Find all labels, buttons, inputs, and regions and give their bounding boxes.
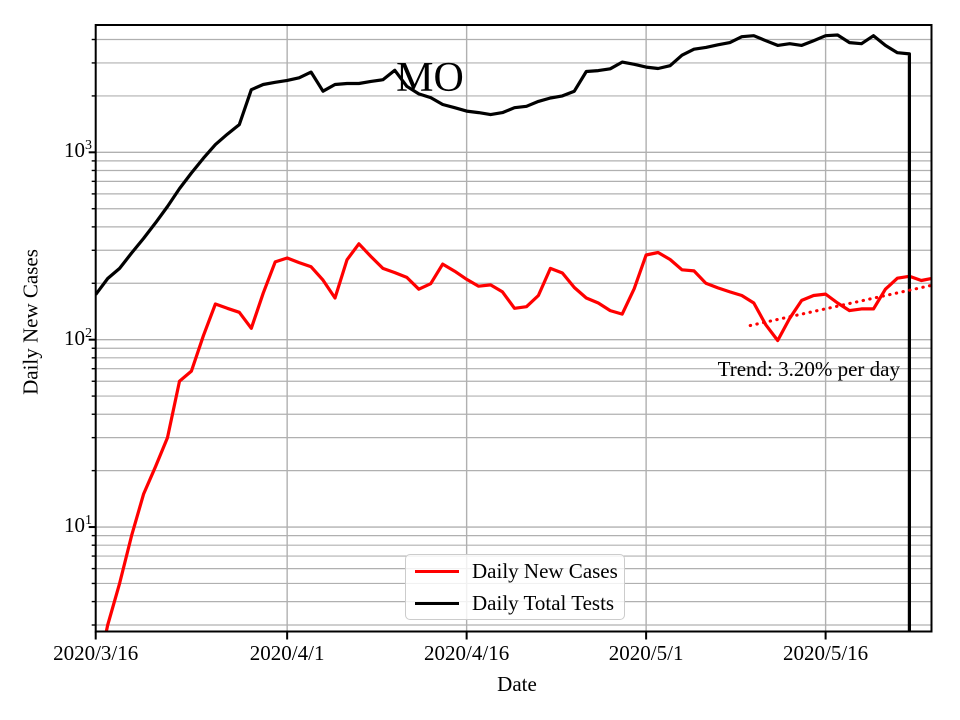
legend-line-sample-red [415, 569, 459, 573]
y-tick-label: 101 [64, 513, 92, 538]
chart-title: MO [396, 55, 464, 101]
y-tick-label: 103 [64, 138, 92, 163]
legend-line-sample-black [415, 601, 459, 605]
x-tick-label: 2020/3/16 [53, 641, 139, 665]
x-tick-label: 2020/5/16 [783, 641, 869, 665]
trend-annotation: Trend: 3.20% per day [717, 357, 900, 381]
legend-label: Daily Total Tests [472, 590, 615, 615]
legend-item-daily-total-tests: Daily Total Tests [406, 590, 624, 616]
axes-frame [94, 24, 933, 633]
y-tick-label: 102 [64, 325, 92, 350]
series-line-daily-total-tests [95, 33, 911, 632]
x-tick-label: 2020/4/1 [249, 641, 325, 665]
legend: Daily New Cases Daily Total Tests [405, 554, 625, 620]
y-axis-label: Daily New Cases [18, 249, 43, 395]
legend-item-daily-new-cases: Daily New Cases [406, 558, 624, 584]
x-axis-label: Date [497, 672, 537, 696]
series-line-daily-new-cases [104, 242, 932, 632]
x-tick-label: 2020/5/1 [608, 641, 684, 665]
x-tick-label: 2020/4/16 [424, 641, 510, 665]
legend-label: Daily New Cases [472, 558, 618, 583]
